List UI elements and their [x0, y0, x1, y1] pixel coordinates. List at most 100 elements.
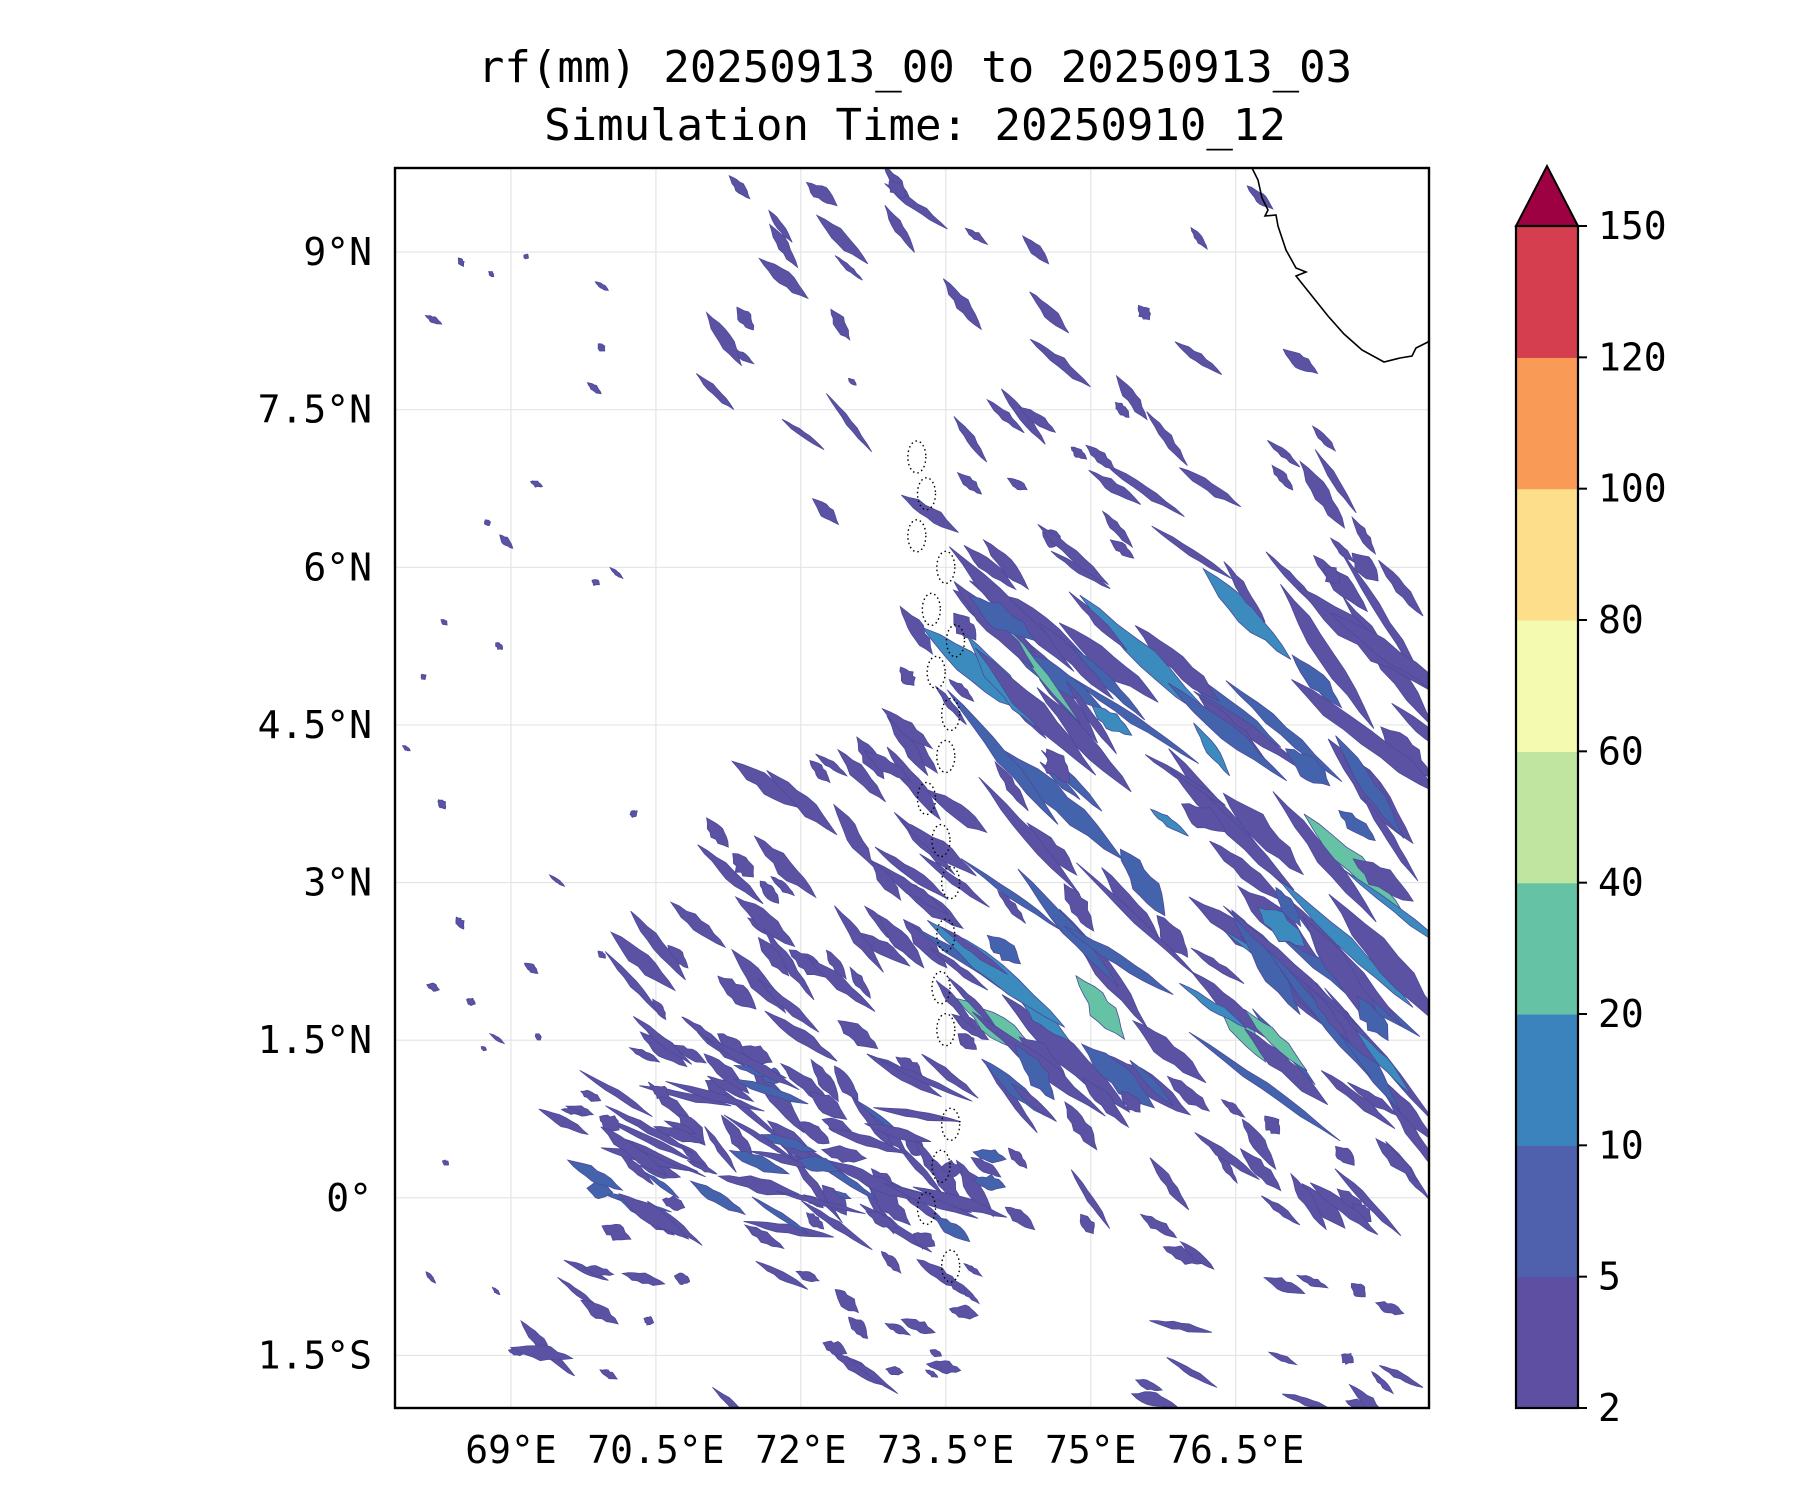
rain-cell — [941, 1159, 963, 1178]
rain-cell — [594, 281, 609, 291]
rain-cell — [1037, 524, 1109, 585]
rain-cell — [1330, 612, 1429, 688]
rain-cell — [874, 846, 949, 900]
rain-cell — [960, 858, 1063, 932]
rain-cell — [1029, 291, 1070, 334]
colorbar-segment — [1516, 1145, 1578, 1278]
rain-cell — [1190, 226, 1208, 250]
rain-cell — [883, 1182, 979, 1219]
atoll-outline — [931, 823, 951, 858]
colorbar-frame — [1514, 224, 1580, 1410]
rain-cell — [491, 1286, 501, 1296]
rain-cell — [826, 393, 873, 453]
rain-cell — [1314, 449, 1357, 514]
rain-cell — [1370, 1370, 1395, 1395]
rain-cell — [834, 905, 884, 973]
rain-cell — [884, 205, 915, 253]
rain-cell — [934, 1217, 971, 1243]
rain-cell — [1338, 809, 1376, 842]
rain-cell — [632, 1016, 692, 1065]
atoll-outline — [907, 440, 927, 474]
rain-cell — [1166, 1075, 1211, 1112]
rain-cell — [1174, 341, 1223, 375]
rain-cell — [947, 976, 997, 1028]
rain-cell — [1362, 796, 1419, 882]
rain-cell — [1295, 1274, 1329, 1289]
rain-cell — [796, 1155, 842, 1173]
rain-cell — [781, 418, 825, 450]
rain-cell — [1075, 974, 1126, 1041]
rain-cell — [825, 949, 847, 980]
rain-cell — [1170, 768, 1295, 891]
x-tick-label: 69°E — [465, 1428, 557, 1472]
rain-cell — [426, 982, 440, 992]
rain-cell — [629, 810, 638, 818]
rain-cell — [402, 745, 411, 752]
rain-cell — [1017, 406, 1057, 433]
colorbar-segment — [1516, 620, 1578, 752]
x-tick-label: 70.5°E — [587, 1428, 724, 1472]
rain-cell — [1179, 1240, 1215, 1270]
atoll-outline — [921, 592, 942, 627]
rain-cell — [1223, 905, 1361, 1029]
rain-cell — [1063, 883, 1095, 932]
atoll-outline — [936, 550, 956, 585]
rain-cell — [455, 916, 465, 930]
rain-cell — [1080, 1043, 1156, 1109]
rain-cell — [888, 180, 906, 199]
rain-cell — [1131, 1019, 1207, 1084]
rain-cell — [621, 1272, 666, 1286]
rain-cell — [963, 545, 1017, 591]
x-tick-label: 76.5°E — [1167, 1428, 1304, 1472]
rain-cell — [946, 689, 1059, 825]
y-tick-label: 6°N — [303, 545, 372, 589]
rain-cell — [597, 950, 606, 959]
rain-cell — [834, 1065, 859, 1101]
rain-cell — [836, 748, 886, 803]
rain-cell — [1050, 550, 1111, 589]
rain-cell — [968, 595, 1037, 642]
rain-cell — [440, 619, 448, 626]
colorbar-label: 5 — [1598, 1255, 1621, 1299]
rain-cell — [822, 1340, 848, 1356]
rain-cell — [1261, 940, 1372, 1079]
rain-cell — [1038, 622, 1114, 700]
rain-cell — [704, 1126, 737, 1173]
rain-cell — [963, 1263, 983, 1278]
rain-cell — [830, 308, 851, 341]
atoll-outline — [936, 1012, 956, 1047]
rain-cell — [847, 1316, 869, 1339]
rain-cell — [1188, 1031, 1341, 1142]
rain-cell — [1068, 591, 1128, 651]
rain-cell — [1179, 982, 1247, 1029]
y-axis: 9°N 7.5°N 6°N 4.5°N 3°N 1.5°N 0° 1.5°S — [258, 230, 372, 1377]
rain-cell — [686, 1159, 718, 1175]
atoll-outline — [916, 781, 937, 816]
rain-cell — [579, 1069, 653, 1118]
x-axis: 69°E 70.5°E 72°E 73.5°E 75°E 76.5°E — [465, 1428, 1304, 1472]
rain-cell — [538, 1108, 589, 1135]
rain-cell — [1305, 983, 1350, 1043]
rain-cell — [753, 835, 817, 899]
rain-cell — [704, 1037, 800, 1091]
y-tick-label: 7.5°N — [258, 388, 372, 432]
rain-cell — [424, 314, 443, 325]
rain-cell — [734, 896, 796, 948]
rain-cell — [768, 209, 793, 243]
rain-cell — [848, 377, 857, 386]
rain-cell — [955, 1159, 995, 1218]
rain-cell — [1290, 1172, 1327, 1231]
rain-cell — [628, 1047, 661, 1063]
rain-cell — [1281, 1393, 1330, 1408]
map-frame — [393, 166, 1431, 1410]
rain-cell — [529, 480, 544, 488]
colorbar-label: 60 — [1598, 729, 1644, 773]
rain-cell — [1311, 425, 1337, 452]
rain-cell — [1076, 862, 1198, 978]
rain-cell — [1167, 682, 1287, 782]
rain-cell — [978, 776, 1081, 895]
rain-cell — [1082, 1076, 1130, 1129]
rain-cell — [770, 875, 796, 897]
rain-cell — [925, 1360, 962, 1375]
rain-cell — [717, 1175, 800, 1196]
